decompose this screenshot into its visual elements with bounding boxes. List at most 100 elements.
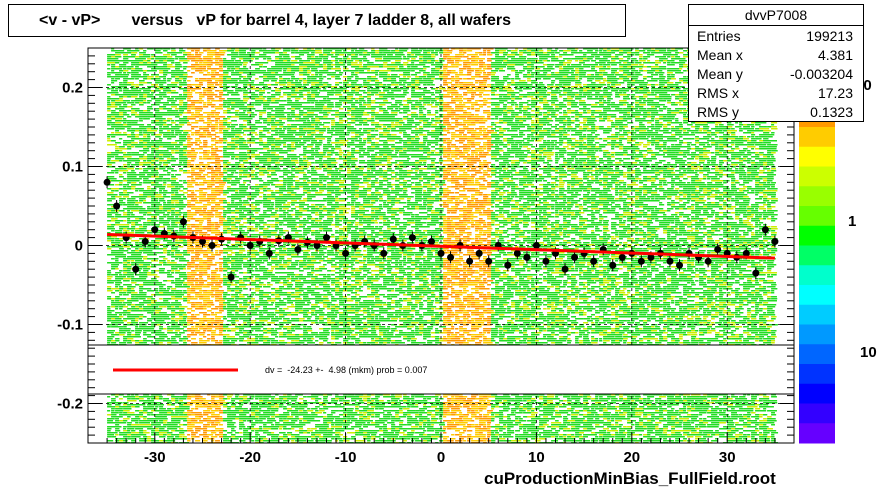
title-box: <v - vP> versus vP for barrel 4, layer 7…	[8, 4, 626, 37]
fit-legend-band	[87, 344, 795, 395]
data-point	[761, 226, 769, 234]
stats-label: Mean y	[697, 66, 743, 82]
data-point	[742, 249, 750, 257]
stats-label: RMS y	[697, 104, 739, 120]
data-point	[103, 178, 111, 186]
palette-cell	[799, 364, 835, 385]
stats-box: dvvP7008 Entries 199213 Mean x 4.381 Mean …	[688, 4, 864, 122]
palette-cell	[799, 265, 835, 286]
data-point	[179, 218, 187, 226]
data-point	[513, 249, 521, 257]
y-tick-labels: -0.2 -0.1 0 0.1 0.2	[57, 80, 83, 413]
data-point	[427, 238, 435, 246]
stats-label: Mean x	[697, 47, 743, 63]
color-palette: 10110	[799, 48, 877, 444]
palette-cell	[799, 225, 835, 246]
x-tick-label: 20	[623, 449, 640, 466]
data-point	[714, 245, 722, 253]
y-tick-label: -0.2	[57, 396, 83, 413]
data-point	[771, 238, 779, 246]
data-point	[408, 234, 416, 242]
data-point	[313, 242, 321, 249]
data-point	[227, 273, 235, 281]
data-point	[132, 265, 140, 273]
data-point	[141, 238, 149, 246]
data-point	[637, 257, 645, 265]
stats-row: Entries 199213	[697, 28, 853, 46]
data-point	[389, 235, 397, 243]
stats-row: Mean x 4.381	[697, 47, 853, 65]
data-point	[609, 261, 617, 269]
x-tick-label: 10	[528, 449, 545, 466]
palette-cell	[799, 146, 835, 167]
palette-cell	[799, 383, 835, 404]
data-point	[504, 261, 512, 269]
data-point	[676, 261, 684, 269]
data-point	[265, 249, 273, 257]
y-tick-label: 0.1	[62, 159, 83, 176]
x-tick-label: -20	[239, 449, 261, 466]
data-point	[294, 245, 302, 253]
data-point	[571, 253, 579, 261]
palette-cell	[799, 324, 835, 345]
data-point	[666, 257, 674, 265]
data-point	[323, 234, 331, 242]
data-point	[198, 238, 206, 246]
data-point	[113, 202, 121, 210]
stats-row: RMS x 17.23	[697, 85, 853, 103]
stats-value: -0.003204	[790, 66, 853, 82]
data-points	[103, 176, 779, 284]
data-point	[466, 257, 474, 265]
data-point	[380, 249, 388, 257]
palette-label: 1	[848, 213, 856, 230]
data-point	[542, 257, 550, 265]
stats-value: 4.381	[818, 47, 853, 63]
palette-cell	[799, 245, 835, 266]
data-point	[590, 257, 598, 265]
y-tick-label: 0.2	[62, 80, 83, 97]
palette-cell	[799, 423, 835, 444]
x-tick-label: 30	[719, 449, 736, 466]
palette-cell	[799, 166, 835, 187]
data-point	[475, 249, 483, 257]
palette-label: 10	[860, 344, 877, 361]
stats-separator	[689, 25, 863, 26]
data-point	[342, 249, 350, 257]
axis-ticks	[88, 47, 794, 444]
stats-value: 199213	[806, 28, 853, 44]
data-point	[647, 253, 655, 261]
data-point	[752, 269, 760, 277]
x-tick-label: -10	[335, 449, 357, 466]
data-point	[618, 253, 626, 261]
palette-cell	[799, 403, 835, 424]
stats-label: RMS x	[697, 85, 739, 101]
palette-cell	[799, 186, 835, 207]
stats-name: dvvP7008	[689, 7, 863, 23]
fit-line	[107, 232, 775, 260]
data-point	[485, 257, 493, 265]
data-point	[523, 253, 531, 261]
palette-cell	[799, 304, 835, 325]
data-point	[437, 249, 445, 257]
x-tick-labels: -30 -20 -10 0 10 20 30	[144, 449, 736, 466]
grid-lines	[88, 48, 794, 443]
stats-label: Entries	[697, 28, 741, 44]
data-point	[704, 257, 712, 265]
x-tick-label: 0	[437, 449, 445, 466]
footer-filename: cuProductionMinBias_FullField.root	[484, 469, 776, 489]
palette-cell	[799, 127, 835, 148]
stats-row: RMS y 0.1323	[697, 104, 853, 122]
palette-cell	[799, 285, 835, 306]
stats-value: 0.1323	[810, 104, 853, 120]
data-point	[447, 253, 455, 261]
palette-cell	[799, 344, 835, 365]
fit-result-label: dv = -24.23 +- 4.98 (mkm) prob = 0.007	[265, 365, 427, 375]
x-tick-label: -30	[144, 449, 166, 466]
y-tick-label: 0	[75, 238, 83, 255]
data-point	[151, 226, 159, 234]
chart-title: <v - vP> versus vP for barrel 4, layer 7…	[39, 12, 511, 30]
data-point	[208, 242, 216, 249]
palette-cell	[799, 206, 835, 227]
stats-value: 17.23	[818, 85, 853, 101]
data-point	[561, 265, 569, 273]
